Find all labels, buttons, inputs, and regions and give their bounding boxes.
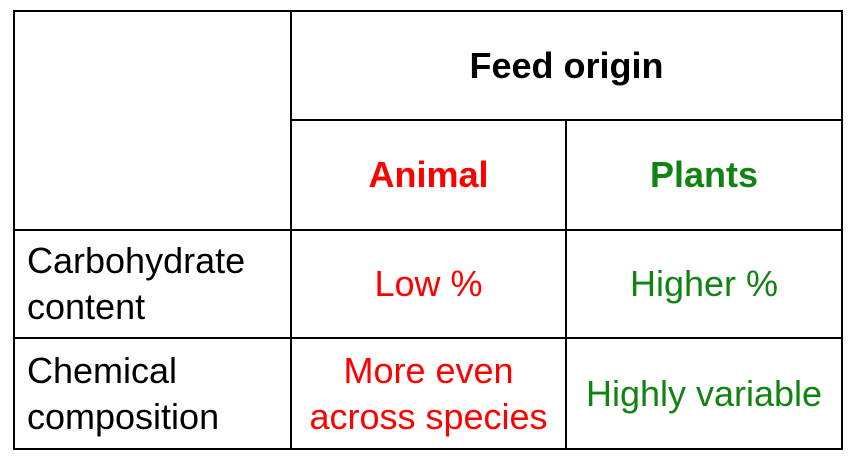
cell-text: Higher %: [629, 263, 779, 304]
row-label-line: Chemical: [27, 349, 178, 391]
plants-carbohydrate-cell: Higher %: [564, 229, 844, 339]
feed-origin-header: Feed origin: [289, 10, 844, 121]
row-label-line: content: [27, 286, 146, 327]
cell-text: Low %: [374, 263, 483, 304]
animal-carbohydrate-cell: Low %: [290, 229, 567, 339]
empty-corner-cell: [13, 10, 292, 231]
cell-text: across species: [309, 395, 548, 437]
cell-text: Highly variable: [585, 372, 823, 414]
animal-column-header: Animal: [290, 119, 567, 231]
header-row-group: Feed origin: [13, 10, 844, 231]
cell-text: More even: [343, 349, 514, 391]
table-row: Chemical composition More even across sp…: [13, 337, 844, 450]
row-label-line: Carbohydrate: [27, 240, 246, 281]
plants-column-header: Plants: [564, 119, 844, 231]
plants-chemical-cell: Highly variable: [564, 337, 844, 450]
feed-comparison-table: Feed origin Animal Plants Carbohydrate c…: [13, 10, 844, 450]
animal-chemical-cell: More even across species: [290, 337, 567, 450]
row-label-chemical: Chemical composition: [13, 337, 292, 450]
row-label-carbohydrate: Carbohydrate content: [13, 229, 292, 339]
row-label-line: composition: [27, 395, 220, 437]
header-row-columns: Animal Plants: [14, 119, 844, 231]
table-row: Carbohydrate content Low % Higher %: [13, 229, 844, 339]
